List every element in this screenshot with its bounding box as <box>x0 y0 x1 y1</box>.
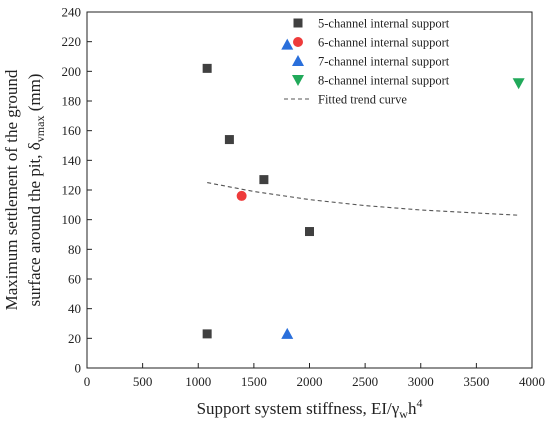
y-axis-title-line2-tail: (mm) <box>25 74 44 116</box>
data-point-series-5 <box>202 329 212 339</box>
y-tick-label: 160 <box>62 123 82 138</box>
legend-label: 6-channel internal support <box>318 36 450 50</box>
y-tick-label: 180 <box>62 94 82 109</box>
tick-labels: 0 500 1000 1500 2000 2500 3000 3500 4000 0 20 40 60 8… <box>62 5 546 390</box>
x-tick-label: 1000 <box>185 374 211 389</box>
plot-frame <box>86 11 533 369</box>
axis-ticks <box>86 11 533 369</box>
y-tick-label: 120 <box>62 183 82 198</box>
x-tick-label: 2500 <box>352 374 378 389</box>
x-axis-title-main: Support system stiffness, EI/γ <box>197 399 400 418</box>
x-tick-label: 2000 <box>297 374 323 389</box>
x-tick-label: 1500 <box>241 374 267 389</box>
legend-marker <box>293 18 303 28</box>
legend: 5-channel internal support 6-channel inte… <box>284 17 450 107</box>
data-point-series-5 <box>224 135 234 145</box>
x-tick-label: 4000 <box>519 374 545 389</box>
y-tick-label: 60 <box>68 272 81 287</box>
y-tick-label: 40 <box>68 301 81 316</box>
y-axis-title-line1: Maximum settlement of the ground <box>2 69 21 310</box>
data-point-series-6 <box>236 190 247 201</box>
y-axis-title-line2-sub: vmax <box>33 116 47 143</box>
x-tick-label: 500 <box>133 374 153 389</box>
data-point-series-8 <box>512 78 525 90</box>
x-tick-label: 0 <box>84 374 91 389</box>
data-point-series-5 <box>202 63 212 73</box>
y-tick-label: 20 <box>68 331 81 346</box>
data-point-series-5 <box>305 227 314 237</box>
x-tick-label: 3000 <box>408 374 434 389</box>
y-axis-title: Maximum settlement of the ground surface… <box>2 69 47 310</box>
legend-label: 8-channel internal support <box>318 74 450 88</box>
fitted-trend-curve <box>207 182 519 216</box>
data-point-series-7 <box>281 38 294 50</box>
legend-label: 7-channel internal support <box>318 55 450 69</box>
y-tick-label: 80 <box>68 242 81 257</box>
y-tick-label: 200 <box>62 64 82 79</box>
legend-marker <box>292 55 304 66</box>
x-tick-label: 3500 <box>463 374 489 389</box>
y-tick-label: 100 <box>62 212 82 227</box>
x-axis-title-sub: w <box>399 407 408 421</box>
y-axis-title-line2-main: surface around the pit, δ <box>25 142 44 306</box>
legend-label: 5-channel internal support <box>318 17 450 31</box>
data-point-series-5 <box>259 175 269 185</box>
x-axis-title-sup: 4 <box>416 396 422 410</box>
y-axis-title-line2: surface around the pit, δvmax (mm) <box>25 74 47 307</box>
data-marks <box>202 38 525 339</box>
legend-label: Fitted trend curve <box>318 93 407 107</box>
x-axis-title-mid: h <box>408 399 417 418</box>
x-axis-title: Support system stiffness, EI/γwh4 <box>197 396 423 421</box>
y-tick-label: 240 <box>62 5 82 20</box>
y-tick-label: 0 <box>75 361 82 376</box>
y-tick-label: 220 <box>62 34 82 49</box>
data-point-series-7 <box>281 327 294 339</box>
legend-marker <box>293 37 303 47</box>
y-axis-title-line1-text: Maximum settlement of the ground <box>2 69 21 310</box>
y-tick-label: 140 <box>62 153 82 168</box>
legend-marker <box>292 75 304 86</box>
